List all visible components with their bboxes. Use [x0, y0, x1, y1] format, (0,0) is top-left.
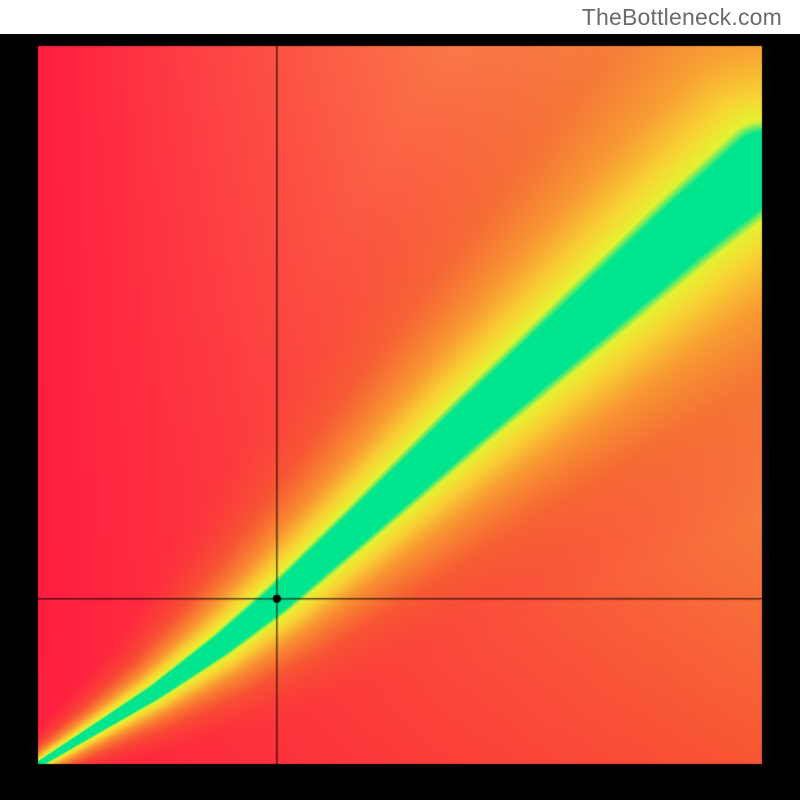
chart-container: { "watermark": "TheBottleneck.com", "cha… — [0, 0, 800, 800]
heatmap-canvas — [0, 34, 800, 800]
watermark-text: TheBottleneck.com — [582, 4, 782, 31]
heatmap-plot — [0, 34, 800, 800]
